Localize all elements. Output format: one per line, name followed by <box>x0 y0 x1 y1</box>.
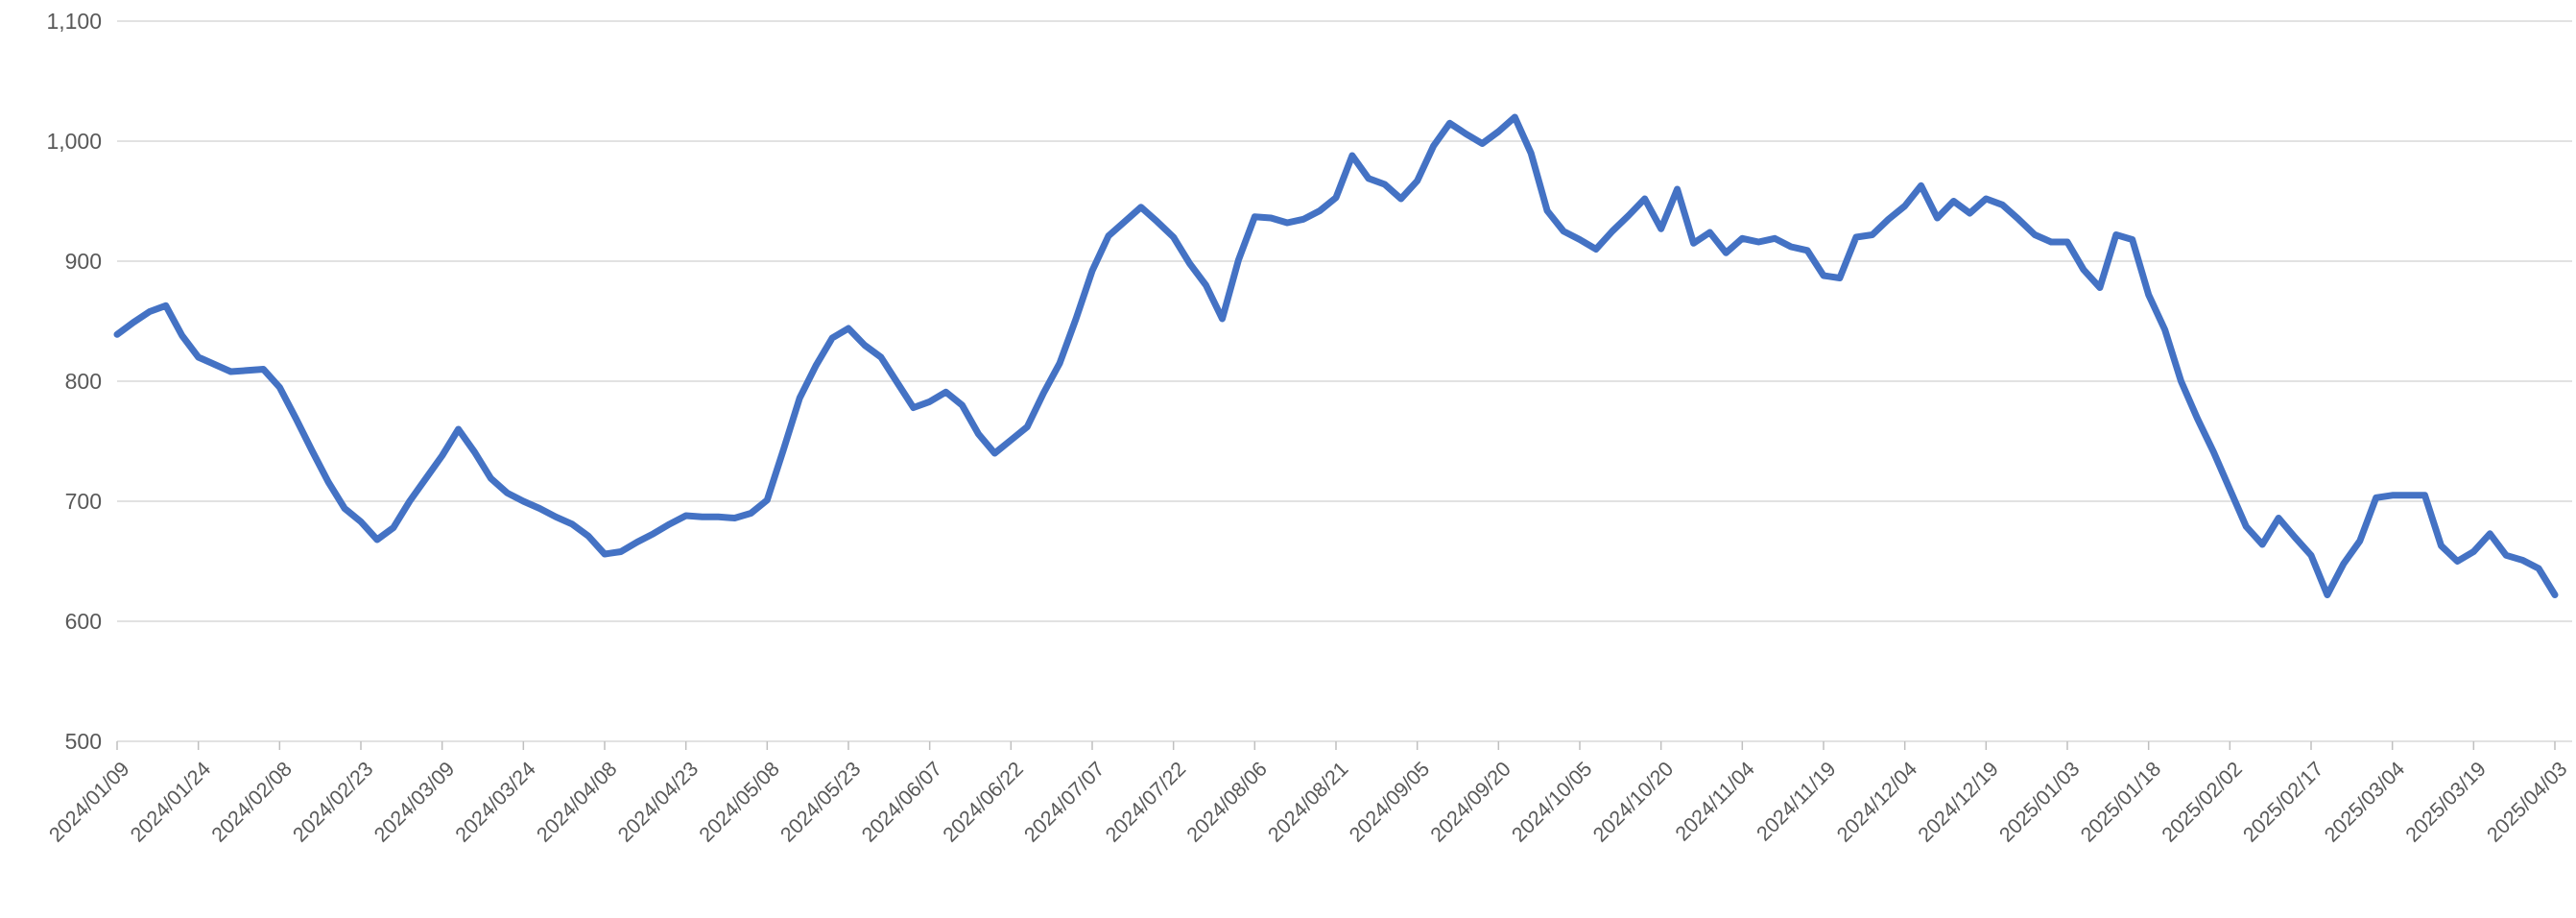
x-axis-tick-label: 2024/11/04 <box>1671 758 1759 846</box>
y-axis-tick-label: 1,000 <box>46 129 102 154</box>
x-axis-tick-label: 2025/01/18 <box>2076 758 2165 847</box>
x-axis-tick-label: 2024/03/09 <box>370 758 459 847</box>
tick-mark-group <box>116 741 2556 750</box>
x-axis-tick-label: 2025/02/17 <box>2238 758 2327 847</box>
x-axis-tick-label: 2024/05/08 <box>695 758 784 847</box>
gridline-group <box>117 20 2572 742</box>
x-axis-tick-label: 2025/02/02 <box>2158 758 2247 847</box>
y-axis-tick-label: 900 <box>65 249 102 274</box>
x-axis-tick-label: 2024/09/20 <box>1426 758 1515 847</box>
y-axis-tick-label: 500 <box>65 729 102 754</box>
x-axis-labels: 2024/01/092024/01/242024/02/082024/02/23… <box>44 758 2571 847</box>
x-axis-tick-label: 2024/10/05 <box>1507 758 1596 847</box>
y-axis-tick-label: 600 <box>65 609 102 634</box>
x-axis-tick-label: 2024/07/22 <box>1101 758 1190 847</box>
x-axis-tick-label: 2024/07/07 <box>1019 758 1109 847</box>
x-axis-tick-label: 2024/06/22 <box>939 758 1028 847</box>
x-axis-tick-label: 2025/01/03 <box>1994 758 2084 847</box>
x-axis-tick-label: 2024/04/23 <box>613 758 703 847</box>
x-axis-tick-label: 2024/04/08 <box>532 758 621 847</box>
y-axis-labels: 500 600 700 800 900 1,000 1,100 <box>46 9 102 754</box>
x-axis-tick-label: 2024/01/24 <box>126 758 215 847</box>
x-axis-tick-label: 2024/01/09 <box>44 758 133 847</box>
series-group <box>113 113 2559 598</box>
x-axis-tick-label: 2024/09/05 <box>1345 758 1434 847</box>
y-axis-tick-label: 1,100 <box>46 9 102 34</box>
series-line-value <box>113 113 2559 598</box>
x-axis-tick-label: 2024/12/04 <box>1832 758 1921 847</box>
x-axis-tick-label: 2024/05/23 <box>775 758 865 847</box>
x-axis-tick-label: 2025/04/03 <box>2482 758 2571 847</box>
x-axis-tick-label: 2024/02/08 <box>207 758 297 847</box>
x-axis-tick-label: 2024/11/19 <box>1753 758 1841 846</box>
y-axis-tick-label: 700 <box>65 489 102 514</box>
y-axis-tick-label: 800 <box>65 369 102 394</box>
x-axis-tick-label: 2024/08/06 <box>1182 758 1272 847</box>
x-axis-tick-label: 2024/02/23 <box>288 758 377 847</box>
x-axis-tick-label: 2024/06/07 <box>857 758 946 847</box>
x-axis-tick-label: 2024/12/19 <box>1914 758 2003 847</box>
x-axis-tick-label: 2024/08/21 <box>1263 758 1352 847</box>
x-axis-tick-label: 2025/03/19 <box>2401 758 2491 847</box>
x-axis-tick-label: 2025/03/04 <box>2320 758 2409 847</box>
x-axis-tick-label: 2024/03/24 <box>451 758 540 847</box>
x-axis-tick-label: 2024/10/20 <box>1588 758 1678 847</box>
